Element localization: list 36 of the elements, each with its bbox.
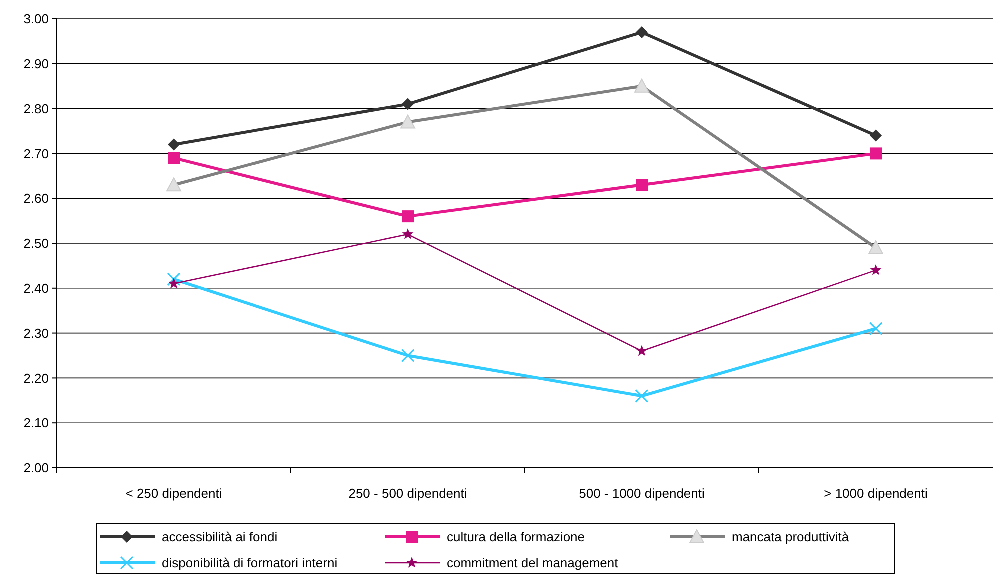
point xyxy=(401,349,415,362)
y-tick-label: 2.40 xyxy=(24,280,49,296)
y-tick-label: 2.70 xyxy=(24,146,49,162)
point xyxy=(167,272,181,286)
point xyxy=(870,148,882,160)
y-tick-label: 2.60 xyxy=(24,191,49,206)
point xyxy=(168,152,180,164)
y-tick-label: 2.20 xyxy=(24,370,49,386)
y-tick-label: 2.90 xyxy=(24,56,49,72)
x-tick-label: > 1000 dipendenti xyxy=(824,486,928,501)
legend-label: accessibilità ai fondi xyxy=(162,530,278,545)
point xyxy=(870,264,882,276)
legend-label: commitment del management xyxy=(447,556,619,571)
point xyxy=(636,345,648,356)
point xyxy=(402,210,414,223)
y-tick-label: 2.50 xyxy=(24,236,49,252)
y-tick-label: 3.00 xyxy=(24,12,49,27)
point xyxy=(636,179,648,192)
x-tick-label: 500 - 1000 dipendenti xyxy=(579,486,705,501)
point xyxy=(870,130,882,142)
point xyxy=(402,228,414,240)
legend-label: cultura della formazione xyxy=(447,530,586,545)
y-tick-label: 2.80 xyxy=(24,101,49,116)
point xyxy=(168,278,180,289)
point xyxy=(402,98,414,110)
point xyxy=(168,138,180,151)
x-tick-label: < 250 dipendenti xyxy=(126,486,222,501)
legend-label: disponibilità di formatori interni xyxy=(162,556,338,571)
point xyxy=(635,389,649,403)
y-tick-label: 2.30 xyxy=(24,326,49,341)
legend-label: mancata produttività xyxy=(732,530,850,545)
point xyxy=(869,322,883,336)
point xyxy=(636,26,648,38)
x-tick-label: 250 - 500 dipendenti xyxy=(348,486,468,501)
y-tick-label: 2.00 xyxy=(24,460,49,476)
y-tick-label: 2.10 xyxy=(24,416,49,431)
